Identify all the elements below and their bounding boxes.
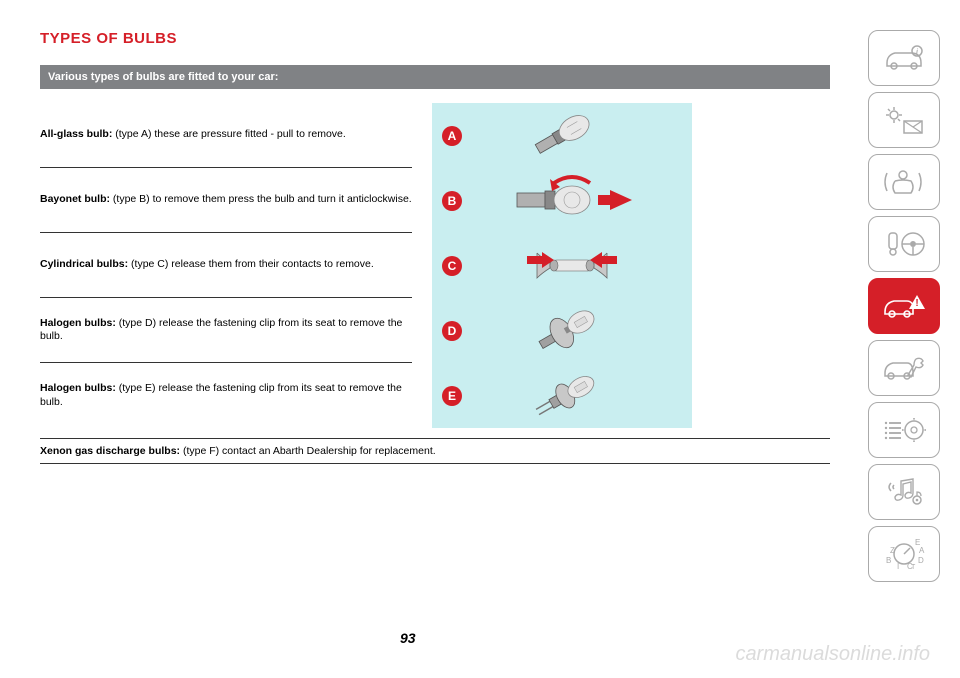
tab-specs[interactable]: [868, 402, 940, 458]
figure-row-e: E: [432, 363, 692, 428]
bulb-b-icon: [492, 173, 652, 228]
tab-vehicle-info[interactable]: i: [868, 30, 940, 86]
descriptions-column: All-glass bulb: (type A) these are press…: [40, 103, 412, 428]
subtitle-bar: Various types of bulbs are fitted to you…: [40, 65, 830, 89]
svg-text:Z: Z: [890, 546, 895, 555]
marker-d: D: [442, 321, 462, 341]
bulb-desc-d: Halogen bulbs: (type D) release the fast…: [40, 298, 412, 363]
bulb-d-icon: [492, 303, 652, 358]
marker-c: C: [442, 256, 462, 276]
tab-emergency[interactable]: !: [868, 278, 940, 334]
xenon-row: Xenon gas discharge bulbs: (type F) cont…: [40, 438, 830, 464]
bulb-e-icon: [492, 368, 652, 423]
figure-row-c: C: [432, 233, 692, 298]
figure-row-b: B: [432, 168, 692, 233]
figure-column: A B: [432, 103, 692, 428]
bulb-c-icon: [492, 238, 652, 293]
tab-safety[interactable]: [868, 154, 940, 210]
figure-row-a: A: [432, 103, 692, 168]
svg-text:!: !: [915, 298, 918, 309]
bulb-a-icon: [492, 108, 652, 163]
tab-index[interactable]: ZBICTDAE: [868, 526, 940, 582]
svg-text:B: B: [886, 556, 891, 565]
marker-e: E: [442, 386, 462, 406]
tab-maintenance[interactable]: [868, 340, 940, 396]
page-content: TYPES OF BULBS Various types of bulbs ar…: [40, 30, 830, 464]
content-row: All-glass bulb: (type A) these are press…: [40, 103, 830, 428]
watermark: carmanualsonline.info: [735, 643, 930, 666]
bulb-desc-c: Cylindrical bulbs: (type C) release them…: [40, 233, 412, 298]
page-number: 93: [400, 630, 416, 646]
page-title: TYPES OF BULBS: [40, 30, 830, 47]
tab-driving[interactable]: [868, 216, 940, 272]
svg-text:A: A: [919, 546, 925, 555]
svg-text:D: D: [918, 556, 924, 565]
tab-lights[interactable]: [868, 92, 940, 148]
marker-b: B: [442, 191, 462, 211]
bulb-desc-a: All-glass bulb: (type A) these are press…: [40, 103, 412, 168]
bulb-desc-e: Halogen bulbs: (type E) release the fast…: [40, 363, 412, 428]
bulb-desc-b: Bayonet bulb: (type B) to remove them pr…: [40, 168, 412, 233]
sidebar: i ! ZBICTDAE: [868, 30, 940, 582]
marker-a: A: [442, 126, 462, 146]
svg-text:T: T: [911, 564, 916, 571]
svg-text:E: E: [915, 538, 920, 547]
figure-row-d: D: [432, 298, 692, 363]
tab-multimedia[interactable]: [868, 464, 940, 520]
svg-text:I: I: [897, 562, 899, 571]
